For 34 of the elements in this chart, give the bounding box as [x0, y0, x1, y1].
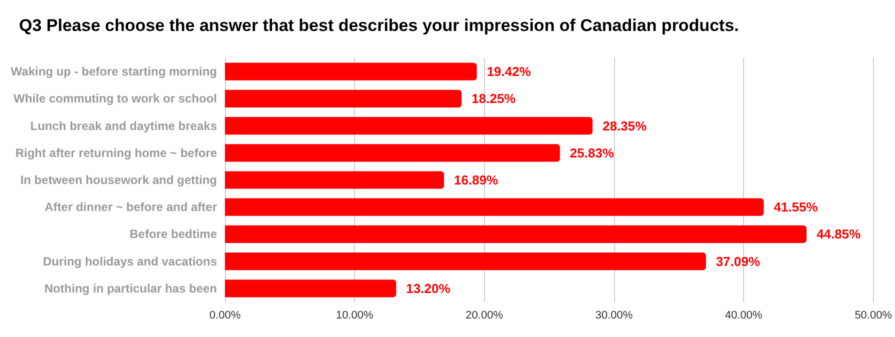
bar	[225, 198, 764, 216]
x-tick-label: 40.00%	[725, 310, 763, 322]
data-label: 28.35%	[602, 118, 648, 134]
bar	[225, 144, 560, 162]
data-label: 44.85%	[816, 226, 862, 242]
x-tick-label: 50.00%	[854, 310, 892, 322]
y-tick-label: Right after returning home ~ before	[15, 146, 218, 160]
bar	[225, 116, 593, 135]
x-tick-label: 30.00%	[595, 310, 633, 322]
data-label: 18.25%	[472, 91, 516, 106]
data-label: 37.09%	[716, 254, 760, 269]
bar	[225, 171, 444, 189]
bar	[225, 90, 462, 108]
data-label: 16.89%	[454, 172, 499, 188]
bar	[225, 252, 706, 270]
data-label: 19.42%	[486, 64, 532, 80]
y-tick-label: After dinner ~ before and after	[44, 200, 218, 214]
y-tick-label: While commuting to work or school	[14, 92, 217, 106]
y-tick-label: In between housework and getting	[20, 173, 217, 187]
x-tick-label: 0.00%	[209, 310, 241, 322]
y-tick-label: Nothing in particular has been	[44, 281, 217, 296]
bar	[225, 280, 396, 298]
y-tick-label: Lunch break and daytime breaks	[30, 118, 218, 133]
y-tick-label: During holidays and vacations	[42, 254, 218, 268]
bar	[225, 62, 477, 80]
data-label: 25.83%	[570, 145, 614, 160]
chart-title: Q3 Please choose the answer that best describes your impression of Canadian products.	[19, 16, 739, 35]
x-tick-label: 20.00%	[466, 310, 504, 322]
data-label: 13.20%	[406, 280, 451, 296]
bar	[225, 225, 807, 244]
x-tick-label: 10.00%	[336, 310, 374, 322]
y-tick-label: Before bedtime	[130, 227, 218, 242]
y-tick-label: Waking up - before starting morning	[10, 64, 217, 79]
data-label: 41.55%	[774, 200, 818, 215]
